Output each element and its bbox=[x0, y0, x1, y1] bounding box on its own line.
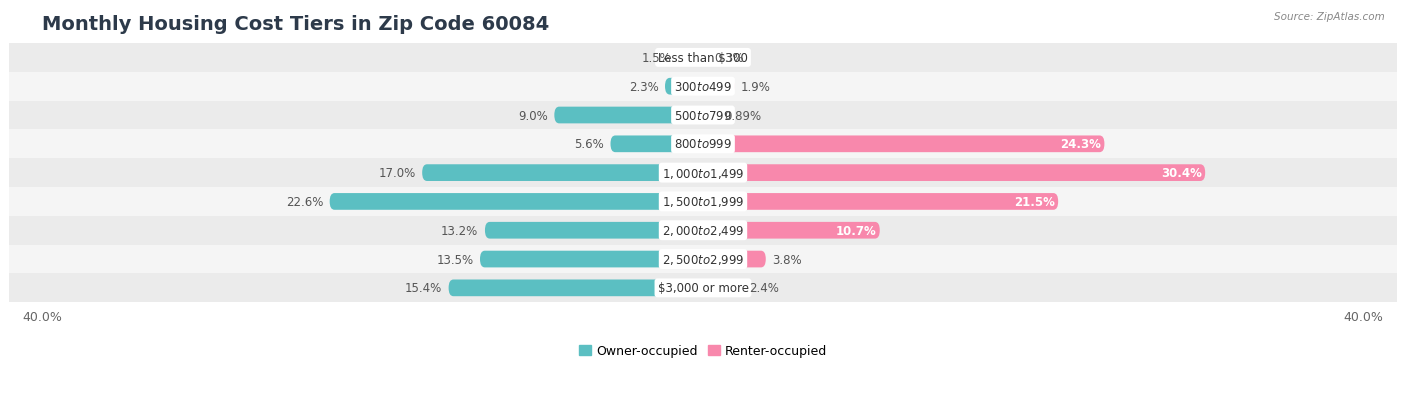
FancyBboxPatch shape bbox=[422, 165, 703, 182]
Bar bbox=[10, 130, 1396, 159]
Text: $500 to $799: $500 to $799 bbox=[673, 109, 733, 122]
Text: $300 to $499: $300 to $499 bbox=[673, 81, 733, 93]
Text: 15.4%: 15.4% bbox=[405, 282, 441, 294]
FancyBboxPatch shape bbox=[703, 280, 742, 297]
Text: 5.6%: 5.6% bbox=[574, 138, 605, 151]
Bar bbox=[10, 216, 1396, 245]
Text: 2.4%: 2.4% bbox=[749, 282, 779, 294]
Text: 9.0%: 9.0% bbox=[517, 109, 548, 122]
Text: 30.4%: 30.4% bbox=[1161, 167, 1202, 180]
Bar bbox=[10, 188, 1396, 216]
Text: 2.3%: 2.3% bbox=[628, 81, 658, 93]
Text: $2,500 to $2,999: $2,500 to $2,999 bbox=[662, 252, 744, 266]
Text: $1,500 to $1,999: $1,500 to $1,999 bbox=[662, 195, 744, 209]
Text: 1.9%: 1.9% bbox=[741, 81, 770, 93]
Text: Less than $300: Less than $300 bbox=[658, 52, 748, 65]
FancyBboxPatch shape bbox=[703, 165, 1205, 182]
FancyBboxPatch shape bbox=[479, 251, 703, 268]
Bar bbox=[10, 245, 1396, 274]
FancyBboxPatch shape bbox=[665, 78, 703, 95]
FancyBboxPatch shape bbox=[449, 280, 703, 297]
Text: Monthly Housing Cost Tiers in Zip Code 60084: Monthly Housing Cost Tiers in Zip Code 6… bbox=[42, 15, 550, 34]
Text: 10.7%: 10.7% bbox=[835, 224, 876, 237]
FancyBboxPatch shape bbox=[703, 222, 880, 239]
Text: 22.6%: 22.6% bbox=[285, 195, 323, 209]
FancyBboxPatch shape bbox=[703, 50, 709, 66]
FancyBboxPatch shape bbox=[678, 50, 703, 66]
Text: 13.5%: 13.5% bbox=[436, 253, 474, 266]
Text: 1.5%: 1.5% bbox=[643, 52, 672, 65]
Bar bbox=[10, 274, 1396, 303]
FancyBboxPatch shape bbox=[703, 194, 1059, 210]
FancyBboxPatch shape bbox=[703, 78, 734, 95]
Text: 0.89%: 0.89% bbox=[724, 109, 762, 122]
Text: 0.3%: 0.3% bbox=[714, 52, 744, 65]
Bar bbox=[10, 44, 1396, 73]
FancyBboxPatch shape bbox=[703, 251, 766, 268]
Text: Source: ZipAtlas.com: Source: ZipAtlas.com bbox=[1274, 12, 1385, 22]
Text: $3,000 or more: $3,000 or more bbox=[658, 282, 748, 294]
Text: 17.0%: 17.0% bbox=[378, 167, 416, 180]
Bar bbox=[10, 159, 1396, 188]
Text: 3.8%: 3.8% bbox=[772, 253, 801, 266]
Text: 21.5%: 21.5% bbox=[1014, 195, 1054, 209]
FancyBboxPatch shape bbox=[485, 222, 703, 239]
Text: 24.3%: 24.3% bbox=[1060, 138, 1101, 151]
Legend: Owner-occupied, Renter-occupied: Owner-occupied, Renter-occupied bbox=[579, 344, 827, 357]
Bar bbox=[10, 73, 1396, 101]
FancyBboxPatch shape bbox=[554, 107, 703, 124]
FancyBboxPatch shape bbox=[610, 136, 703, 153]
Text: $1,000 to $1,499: $1,000 to $1,499 bbox=[662, 166, 744, 180]
Text: $800 to $999: $800 to $999 bbox=[673, 138, 733, 151]
Text: $2,000 to $2,499: $2,000 to $2,499 bbox=[662, 224, 744, 237]
FancyBboxPatch shape bbox=[703, 136, 1104, 153]
Bar bbox=[10, 101, 1396, 130]
FancyBboxPatch shape bbox=[703, 107, 717, 124]
FancyBboxPatch shape bbox=[329, 194, 703, 210]
Text: 13.2%: 13.2% bbox=[441, 224, 478, 237]
